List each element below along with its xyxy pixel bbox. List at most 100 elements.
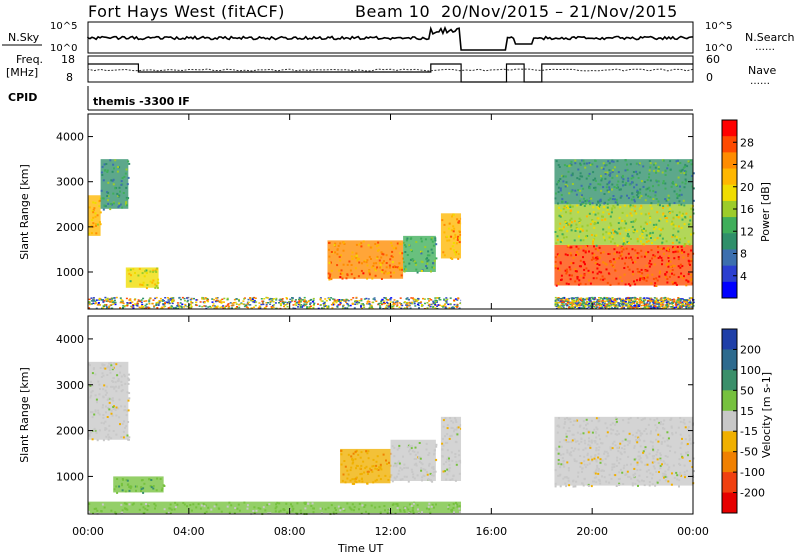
echo-speckle: [380, 299, 383, 302]
echo-speckle: [651, 483, 654, 486]
echo-speckle: [615, 231, 618, 234]
echo-speckle: [366, 452, 369, 455]
echo-speckle: [306, 307, 309, 309]
echo-speckle: [414, 298, 417, 301]
echo-speckle: [292, 307, 295, 309]
echo-speckle: [610, 477, 613, 480]
echo-speckle: [351, 462, 354, 465]
echo-speckle: [435, 257, 438, 260]
echo-speckle: [629, 163, 632, 166]
echo-speckle: [673, 476, 676, 479]
echo-speckle: [398, 444, 401, 447]
echo-speckle: [622, 178, 625, 181]
echo-speckle: [586, 199, 588, 202]
echo-speckle: [195, 301, 198, 304]
echo-speckle: [601, 306, 604, 308]
echo-speckle: [650, 430, 652, 433]
echo-speckle: [213, 505, 216, 508]
echo-speckle: [227, 303, 230, 305]
echo-speckle: [105, 163, 108, 165]
echo-speckle: [361, 477, 363, 480]
colorbar-tick-label: 12: [740, 225, 754, 238]
echo-speckle: [671, 272, 673, 275]
echo-speckle: [369, 246, 372, 249]
echo-speckle: [624, 159, 627, 162]
echo-speckle: [677, 276, 680, 279]
echo-speckle: [94, 410, 97, 413]
echo-speckle: [103, 304, 106, 306]
echo-speckle: [627, 296, 630, 299]
echo-speckle: [420, 252, 423, 255]
echo-speckle: [405, 506, 408, 509]
echo-speckle: [349, 269, 352, 272]
echo-speckle: [628, 228, 631, 231]
echo-speckle: [582, 249, 585, 252]
echo-speckle: [609, 448, 612, 451]
echo-speckle: [659, 234, 662, 237]
echo-speckle: [623, 267, 626, 269]
echo-speckle: [368, 255, 371, 258]
echo-speckle: [636, 306, 639, 308]
echo-speckle: [388, 461, 390, 464]
echo-speckle: [620, 250, 623, 253]
echo-speckle: [444, 417, 447, 420]
echo-speckle: [456, 218, 459, 221]
echo-speckle: [292, 507, 295, 510]
echo-speckle: [627, 302, 630, 305]
echo-speckle: [384, 509, 386, 512]
echo-speckle: [128, 489, 131, 492]
echo-speckle: [657, 245, 659, 248]
echo-speckle: [586, 463, 589, 466]
echo-speckle: [220, 306, 223, 308]
echo-speckle: [392, 305, 395, 307]
echo-speckle: [558, 166, 561, 168]
echo-speckle: [372, 265, 375, 267]
echo-speckle: [403, 463, 406, 466]
echo-speckle: [147, 306, 150, 309]
echo-speckle: [115, 390, 118, 393]
echo-speckle: [110, 412, 113, 415]
echo-speckle: [262, 506, 265, 509]
echo-speckle: [101, 372, 104, 375]
echo-speckle: [442, 463, 445, 466]
echo-speckle: [574, 300, 577, 302]
echo-speckle: [645, 454, 648, 457]
echo-speckle: [361, 307, 363, 309]
echo-speckle: [646, 463, 649, 466]
echo-speckle: [295, 512, 298, 515]
echo-speckle: [691, 185, 694, 188]
echo-speckle: [121, 301, 124, 304]
echo-speckle: [161, 299, 164, 301]
echo-speckle: [676, 184, 679, 187]
echo-speckle: [627, 252, 630, 255]
echo-speckle: [139, 300, 142, 303]
echo-speckle: [388, 266, 391, 269]
echo-speckle: [591, 459, 594, 462]
echo-speckle: [378, 505, 381, 508]
echo-speckle: [684, 216, 687, 219]
echo-speckle: [342, 241, 345, 244]
echo-speckle: [235, 298, 238, 300]
echo-speckle: [585, 162, 588, 165]
echo-speckle: [653, 306, 656, 309]
echo-speckle: [453, 511, 455, 514]
echo-speckle: [320, 300, 323, 302]
echo-speckle: [624, 262, 626, 265]
echo-speckle: [125, 186, 128, 189]
echo-speckle: [685, 284, 688, 287]
echo-speckle: [657, 440, 660, 443]
echo-speckle: [643, 305, 646, 308]
echo-speckle: [618, 188, 621, 191]
echo-speckle: [302, 299, 305, 301]
echo-speckle: [637, 191, 639, 194]
echo-speckle: [575, 305, 578, 307]
echo-speckle: [605, 263, 608, 266]
echo-speckle: [328, 298, 330, 300]
echo-speckle: [378, 262, 381, 265]
echo-speckle: [656, 303, 659, 305]
echo-speckle: [596, 267, 599, 270]
echo-speckle: [373, 299, 376, 301]
echo-speckle: [681, 437, 683, 440]
echo-speckle: [93, 413, 96, 416]
